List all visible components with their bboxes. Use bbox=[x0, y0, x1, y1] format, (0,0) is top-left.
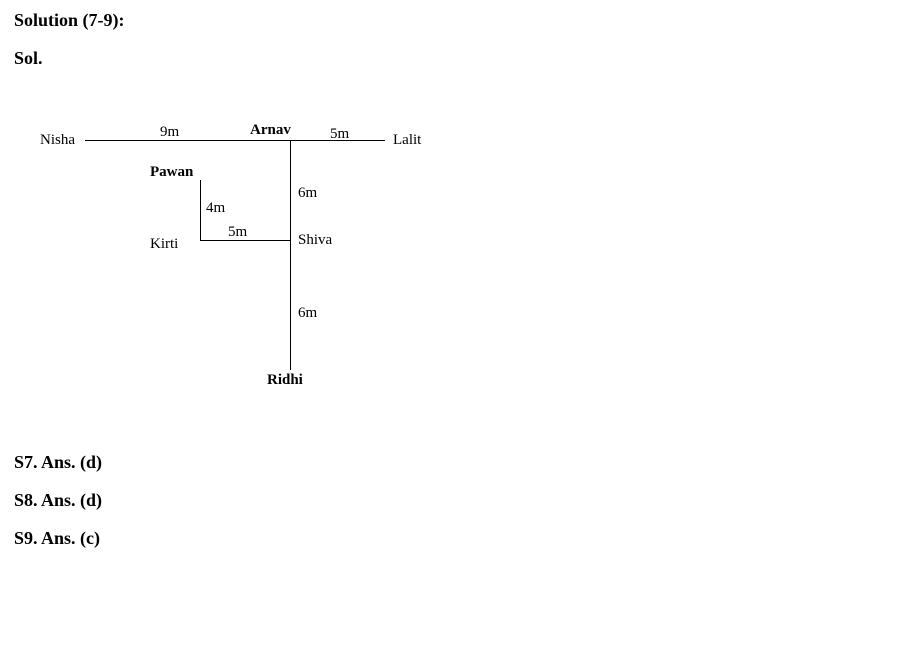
node-pawan: Pawan bbox=[150, 164, 193, 181]
line-pawan-kirti-v bbox=[200, 180, 201, 240]
node-arnav: Arnav bbox=[250, 122, 291, 139]
node-nisha: Nisha bbox=[40, 132, 75, 149]
answer-s9: S9. Ans. (c) bbox=[14, 528, 100, 549]
node-lalit: Lalit bbox=[393, 132, 421, 149]
edge-arnav-shiva: 6m bbox=[298, 185, 317, 202]
sol-label: Sol. bbox=[14, 48, 43, 69]
line-arnav-ridhi bbox=[290, 140, 291, 370]
node-kirti: Kirti bbox=[150, 236, 178, 253]
node-ridhi: Ridhi bbox=[267, 372, 303, 389]
edge-nisha-arnav: 9m bbox=[160, 124, 179, 141]
answer-s8: S8. Ans. (d) bbox=[14, 490, 102, 511]
position-diagram: Nisha Arnav Lalit 9m 5m 6m Shiva 6m Ridh… bbox=[40, 120, 460, 420]
answer-s7: S7. Ans. (d) bbox=[14, 452, 102, 473]
solution-heading: Solution (7-9): bbox=[14, 10, 125, 31]
node-shiva: Shiva bbox=[298, 232, 332, 249]
edge-shiva-ridhi: 6m bbox=[298, 305, 317, 322]
edge-pawan-kirti: 4m bbox=[206, 200, 225, 217]
edge-arnav-lalit: 5m bbox=[330, 126, 349, 143]
edge-kirti-shiva: 5m bbox=[228, 224, 247, 241]
